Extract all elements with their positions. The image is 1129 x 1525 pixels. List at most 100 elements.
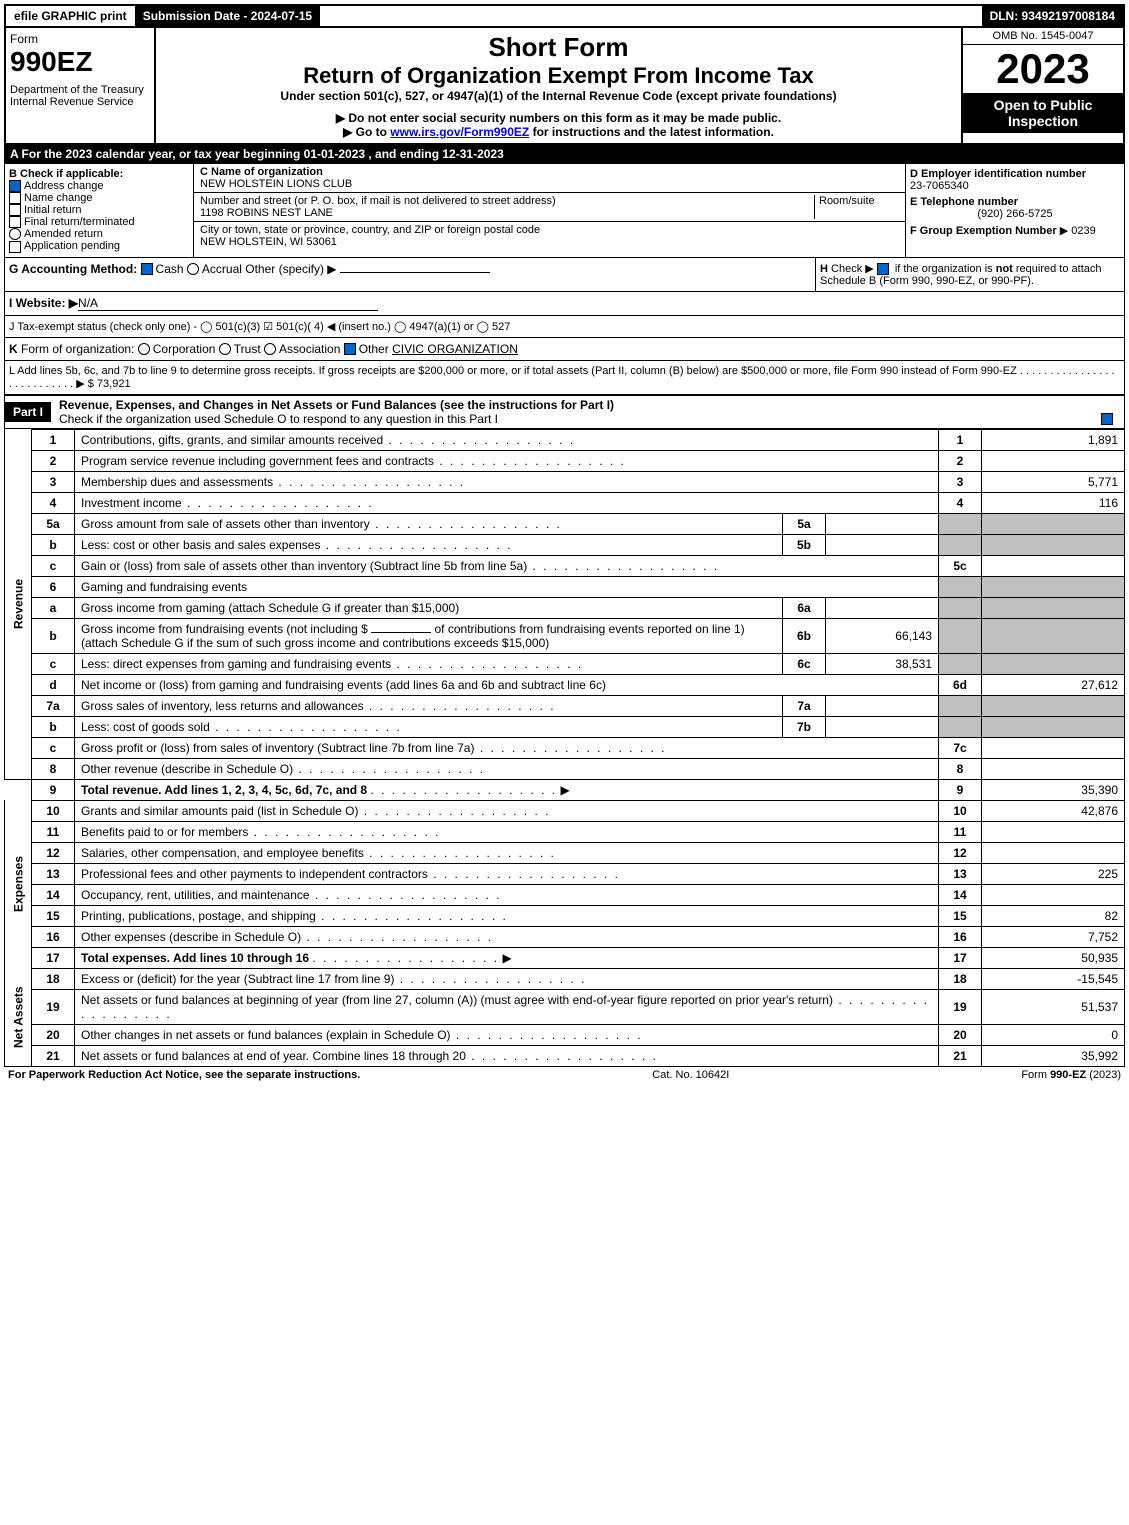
line-19-desc: Net assets or fund balances at beginning… <box>75 989 939 1024</box>
line-20-amt: 0 <box>982 1024 1125 1045</box>
line-7b-num: b <box>32 716 75 737</box>
line-6-grey <box>939 576 982 597</box>
line-1-num: 1 <box>32 429 75 450</box>
line-6b-subamt: 66,143 <box>826 618 939 653</box>
section-a-period: A For the 2023 calendar year, or tax yea… <box>4 145 1125 163</box>
line-5b-greyamt <box>982 534 1125 555</box>
line-5b-desc: Less: cost or other basis and sales expe… <box>75 534 783 555</box>
box-d-label: D Employer identification number <box>910 168 1120 180</box>
street-value: 1198 ROBINS NEST LANE <box>200 207 333 219</box>
efile-link[interactable]: efile GRAPHIC print <box>6 6 135 26</box>
line-6d-box: 6d <box>939 674 982 695</box>
line-1-amt: 1,891 <box>982 429 1125 450</box>
line-13-num: 13 <box>32 863 75 884</box>
line-3-box: 3 <box>939 471 982 492</box>
part-1-header: Part I Revenue, Expenses, and Changes in… <box>4 395 1125 429</box>
line-11-desc: Benefits paid to or for members <box>75 821 939 842</box>
line-5c-amt <box>982 555 1125 576</box>
footer-left: For Paperwork Reduction Act Notice, see … <box>8 1069 360 1081</box>
short-form-title: Short Form <box>160 32 957 63</box>
line-6c-subbox: 6c <box>783 653 826 674</box>
chk-application-pending[interactable]: Application pending <box>9 240 189 252</box>
line-11-amt <box>982 821 1125 842</box>
line-4-num: 4 <box>32 492 75 513</box>
line-6-greyamt <box>982 576 1125 597</box>
line-19-num: 19 <box>32 989 75 1024</box>
line-7c-desc: Gross profit or (loss) from sales of inv… <box>75 737 939 758</box>
line-4-box: 4 <box>939 492 982 513</box>
line-14-num: 14 <box>32 884 75 905</box>
line-2-desc: Program service revenue including govern… <box>75 450 939 471</box>
line-6b-num: b <box>32 618 75 653</box>
line-6c-subamt: 38,531 <box>826 653 939 674</box>
goto-link[interactable]: ▶ Go to www.irs.gov/Form990EZ for instru… <box>160 125 957 139</box>
line-20-desc: Other changes in net assets or fund bala… <box>75 1024 939 1045</box>
form-header: Form 990EZ Department of the Treasury In… <box>4 28 1125 145</box>
line-l: L Add lines 5b, 6c, and 7b to line 9 to … <box>4 361 1125 395</box>
chk-address-change[interactable]: Address change <box>9 180 189 192</box>
chk-schedule-b[interactable] <box>877 263 889 275</box>
footer-mid: Cat. No. 10642I <box>652 1069 729 1081</box>
return-title: Return of Organization Exempt From Incom… <box>160 63 957 89</box>
org-info-block: B Check if applicable: Address change Na… <box>4 163 1125 258</box>
line-6c-grey <box>939 653 982 674</box>
line-6d-amt: 27,612 <box>982 674 1125 695</box>
box-f-label: F Group Exemption Number <box>910 225 1057 237</box>
line-7a-subamt <box>826 695 939 716</box>
line-4-amt: 116 <box>982 492 1125 513</box>
chk-schedule-o[interactable] <box>1101 413 1113 425</box>
city-label: City or town, state or province, country… <box>200 224 540 236</box>
page-footer: For Paperwork Reduction Act Notice, see … <box>4 1067 1125 1083</box>
line-6d-desc: Net income or (loss) from gaming and fun… <box>75 674 939 695</box>
chk-other-org[interactable] <box>344 343 356 355</box>
chk-amended-return[interactable]: Amended return <box>9 228 189 240</box>
line-6a-desc: Gross income from gaming (attach Schedul… <box>75 597 783 618</box>
line-15-amt: 82 <box>982 905 1125 926</box>
line-9-amt: 35,390 <box>982 779 1125 800</box>
line-10-desc: Grants and similar amounts paid (list in… <box>75 800 939 821</box>
omb-number: OMB No. 1545-0047 <box>963 28 1123 45</box>
line-13-desc: Professional fees and other payments to … <box>75 863 939 884</box>
chk-corp[interactable] <box>138 343 150 355</box>
line-7a-greyamt <box>982 695 1125 716</box>
line-7b-subamt <box>826 716 939 737</box>
line-2-box: 2 <box>939 450 982 471</box>
ssn-warning: Do not enter social security numbers on … <box>160 111 957 125</box>
chk-cash[interactable] <box>141 263 153 275</box>
line-21-box: 21 <box>939 1045 982 1066</box>
group-exemption: 0239 <box>1071 225 1095 237</box>
line-7b-subbox: 7b <box>783 716 826 737</box>
part-1-check-text: Check if the organization used Schedule … <box>59 412 498 426</box>
box-b-label: B Check if applicable: <box>9 168 189 180</box>
line-5b-num: b <box>32 534 75 555</box>
line-7c-num: c <box>32 737 75 758</box>
dept-treasury: Department of the Treasury <box>10 84 150 96</box>
line-6a-greyamt <box>982 597 1125 618</box>
line-18-desc: Excess or (deficit) for the year (Subtra… <box>75 968 939 989</box>
chk-initial-return[interactable]: Initial return <box>9 204 189 216</box>
line-g: G Accounting Method: Cash Accrual Other … <box>5 258 815 291</box>
chk-assoc[interactable] <box>264 343 276 355</box>
line-18-amt: -15,545 <box>982 968 1125 989</box>
box-b: B Check if applicable: Address change Na… <box>5 164 194 257</box>
tax-year: 2023 <box>963 45 1123 93</box>
ein-value: 23-7065340 <box>910 180 1120 192</box>
line-7b-greyamt <box>982 716 1125 737</box>
chk-trust[interactable] <box>219 343 231 355</box>
line-6a-subamt <box>826 597 939 618</box>
line-h: H Check ▶ if the organization is not req… <box>815 258 1124 291</box>
form-number: 990EZ <box>10 46 150 78</box>
chk-accrual[interactable] <box>187 263 199 275</box>
line-5c-desc: Gain or (loss) from sale of assets other… <box>75 555 939 576</box>
chk-final-return[interactable]: Final return/terminated <box>9 216 189 228</box>
dln: DLN: 93492197008184 <box>982 6 1123 26</box>
line-7a-subbox: 7a <box>783 695 826 716</box>
line-5a-num: 5a <box>32 513 75 534</box>
line-6b-subbox: 6b <box>783 618 826 653</box>
line-j: J Tax-exempt status (check only one) - ◯… <box>4 316 1125 338</box>
line-6-num: 6 <box>32 576 75 597</box>
chk-name-change[interactable]: Name change <box>9 192 189 204</box>
line-16-num: 16 <box>32 926 75 947</box>
line-21-num: 21 <box>32 1045 75 1066</box>
line-16-desc: Other expenses (describe in Schedule O) <box>75 926 939 947</box>
